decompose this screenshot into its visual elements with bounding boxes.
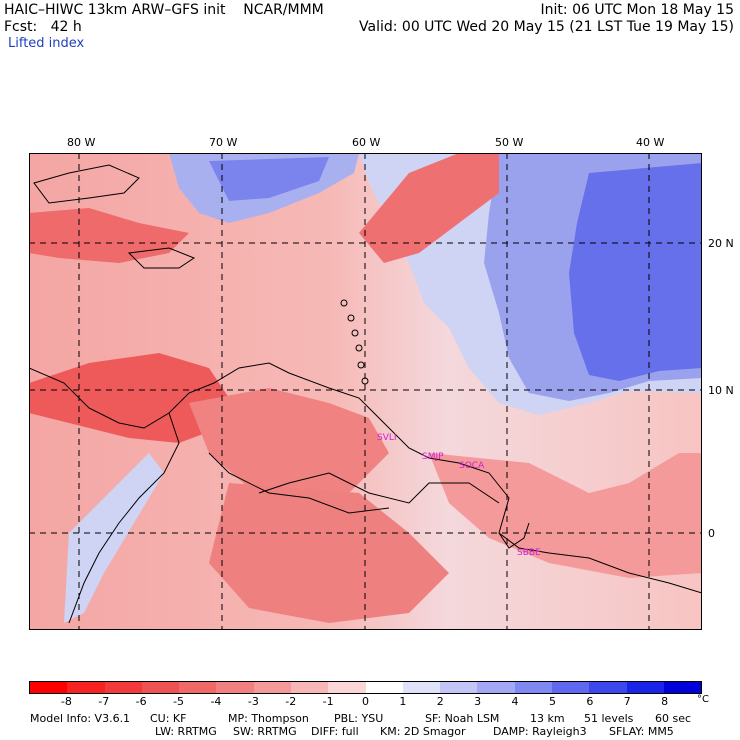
- footer-damp: DAMP: Rayleigh3: [493, 725, 587, 738]
- colorbar-tick-label: -3: [247, 695, 259, 708]
- lon-label-80w: 80 W: [67, 136, 96, 149]
- colorbar-swatch: [626, 682, 664, 693]
- lon-label-70w: 70 W: [209, 136, 238, 149]
- footer-mp: MP: Thompson: [228, 712, 309, 725]
- footer-lw: LW: RRTMG: [155, 725, 217, 738]
- colorbar-tick-label: -5: [173, 695, 185, 708]
- negative-region-brazil-ne: [429, 453, 702, 578]
- footer-sf: SF: Noah LSM: [425, 712, 500, 725]
- colorbar-tick-label: 3: [474, 695, 482, 708]
- colorbar-tick-label: 5: [548, 695, 556, 708]
- colorbar-swatch: [440, 682, 478, 693]
- footer-sw: SW: RRTMG: [233, 725, 297, 738]
- positive-region-dark: [569, 163, 702, 381]
- colorbar-swatch: [328, 682, 366, 693]
- footer-pbl: PBL: YSU: [334, 712, 384, 725]
- colorbar-swatch: [67, 682, 105, 693]
- lon-label-40w: 40 W: [636, 136, 665, 149]
- valid-time: Valid: 00 UTC Wed 20 May 15 (21 LST Tue …: [359, 19, 734, 35]
- colorbar-tick-label: 4: [511, 695, 519, 708]
- footer-km: KM: 2D Smagor: [380, 725, 466, 738]
- colorbar-swatch: [104, 682, 142, 693]
- colorbar-tick-label: -6: [135, 695, 147, 708]
- colorbar-tick-label: 7: [623, 695, 631, 708]
- colorbar-swatch: [402, 682, 441, 693]
- colorbar-tick-label: 6: [586, 695, 594, 708]
- colorbar-tick-label: -1: [322, 695, 334, 708]
- lat-label-20n: 20 N: [708, 237, 734, 250]
- colorbar-tick-label: -7: [98, 695, 110, 708]
- colorbar-tick-label: 8: [661, 695, 669, 708]
- positive-region-andes: [64, 453, 164, 623]
- footer-levels: 51 levels: [584, 712, 634, 725]
- colorbar-swatch: [365, 682, 403, 693]
- graticule: [29, 153, 702, 630]
- station-label-soca: SOCA: [459, 461, 485, 471]
- lon-label-60w: 60 W: [352, 136, 381, 149]
- colorbar-swatch: [216, 682, 254, 693]
- field-name: Lifted index: [8, 36, 85, 51]
- negative-region-cuba: [29, 208, 189, 263]
- colorbar-tick-label: 2: [436, 695, 444, 708]
- colorbar-tick-label: -4: [210, 695, 222, 708]
- init-time: Init: 06 UTC Mon 18 May 15: [540, 2, 734, 18]
- footer-step: 60 sec: [655, 712, 692, 725]
- island-outlines: [340, 299, 369, 385]
- colorbar-tick-label: 1: [399, 695, 407, 708]
- colorbar-swatch: [179, 682, 217, 693]
- colorbar: [29, 681, 702, 694]
- footer-res: 13 km: [530, 712, 565, 725]
- footer-diff: DIFF: full: [311, 725, 359, 738]
- map-frame: [29, 153, 702, 630]
- colorbar-swatch: [477, 682, 515, 693]
- header-title: HAIC–HIWC 13km ARW–GFS init NCAR/MMM: [4, 2, 324, 18]
- lifted-index-map: SVLI SMJP SOCA SBBE: [29, 153, 702, 630]
- negative-region-venezuela: [189, 388, 389, 503]
- footer-model: Model Info: V3.6.1: [30, 712, 131, 725]
- coastlines: [29, 164, 702, 624]
- colorbar-swatch: [589, 682, 627, 693]
- colorbar-swatch: [141, 682, 180, 693]
- colorbar-swatch: [551, 682, 590, 693]
- colorbar-swatch: [30, 682, 68, 693]
- footer-cu: CU: KF: [150, 712, 187, 725]
- lat-label-10n: 10 N: [708, 384, 734, 397]
- station-label-svli: SVLI: [377, 433, 397, 443]
- negative-band-atlantic: [359, 153, 499, 263]
- footer-sflay: SFLAY: MM5: [609, 725, 674, 738]
- lat-label-0: 0: [708, 527, 715, 540]
- colorbar-unit: °C: [697, 694, 709, 705]
- colorbar-swatch: [663, 682, 702, 693]
- forecast-hour: Fcst: 42 h: [4, 19, 82, 35]
- colorbar-swatch: [290, 682, 329, 693]
- lon-label-50w: 50 W: [495, 136, 524, 149]
- negative-region-amazon: [209, 483, 449, 623]
- colorbar-tick-label: 0: [362, 695, 369, 708]
- station-label-smjp: SMJP: [422, 452, 444, 462]
- colorbar-tick-label: -2: [285, 695, 297, 708]
- colorbar-tick-label: -8: [60, 695, 72, 708]
- colorbar-swatch: [514, 682, 552, 693]
- colorbar-swatch: [253, 682, 291, 693]
- station-label-sbbe: SBBE: [517, 548, 541, 558]
- positive-region-caribbean-north-dark: [209, 157, 329, 201]
